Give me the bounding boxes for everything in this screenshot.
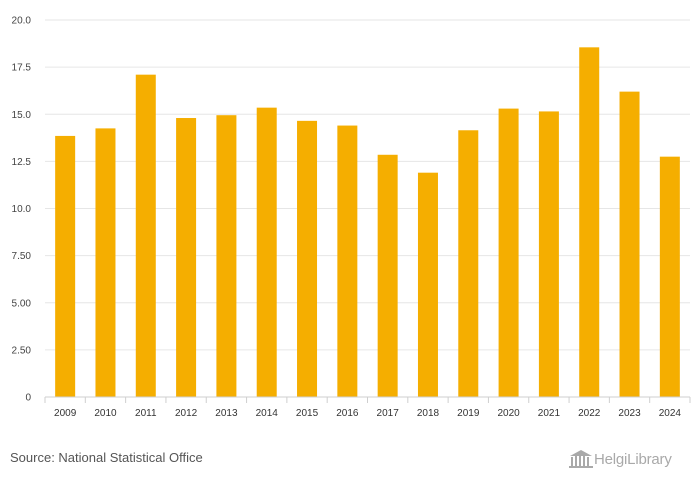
bar-2019: [458, 130, 479, 397]
x-tick-label: 2016: [336, 408, 359, 419]
source-note: Source: National Statistical Office: [10, 450, 203, 465]
bar-2022: [579, 47, 600, 398]
x-tick-label: 2022: [578, 408, 601, 419]
y-tick-label: 17.5: [12, 63, 32, 74]
x-tick-label: 2020: [497, 408, 520, 419]
bar-2016: [337, 125, 358, 397]
bar-2012: [176, 118, 197, 398]
brand-name: HelgiLibrary: [594, 450, 672, 468]
y-axis-ticks: 0 2.50 5.00 7.50 10.0 12.5 15.0 17.5 20.0: [12, 16, 32, 404]
x-tick-label: 2013: [215, 408, 238, 419]
x-tick-label: 2023: [618, 408, 641, 419]
x-tick-label: 2009: [54, 408, 77, 419]
y-tick-label: 2.50: [12, 345, 32, 356]
y-tick-label: 0: [25, 393, 31, 404]
y-tick-label: 12.5: [12, 157, 32, 168]
x-axis-ticks: 2009 2010 2011 2012 2013 2014 2015 2016 2017 2018…: [44, 397, 691, 419]
x-tick-label: 2018: [417, 408, 440, 419]
y-tick-label: 15.0: [12, 110, 32, 121]
bar-2009: [55, 135, 76, 398]
x-tick-label: 2024: [659, 408, 682, 419]
bar-2011: [135, 74, 156, 397]
bar-2010: [95, 128, 116, 397]
y-tick-label: 7.50: [12, 251, 32, 262]
y-tick-label: 5.00: [12, 298, 32, 309]
bar-2015: [297, 120, 318, 397]
bar-2017: [377, 154, 398, 397]
x-tick-label: 2012: [175, 408, 198, 419]
bar-2023: [619, 91, 640, 397]
bar-2014: [256, 107, 277, 397]
x-tick-label: 2011: [135, 408, 157, 419]
y-tick-label: 10.0: [12, 204, 32, 215]
bar-2020: [498, 108, 519, 397]
library-building-icon: [569, 450, 593, 468]
x-tick-label: 2021: [538, 408, 561, 419]
bar-2024: [659, 156, 680, 397]
x-tick-label: 2015: [296, 408, 319, 419]
x-tick-label: 2014: [256, 408, 279, 419]
y-tick-label: 20.0: [12, 16, 32, 27]
bar-2013: [216, 115, 237, 397]
x-tick-label: 2019: [457, 408, 480, 419]
bar-2018: [417, 172, 438, 397]
bar-2021: [538, 111, 559, 398]
x-tick-label: 2017: [377, 408, 400, 419]
x-tick-label: 2010: [94, 408, 117, 419]
brand-logo: HelgiLibrary: [568, 448, 672, 470]
bars: [55, 47, 680, 398]
